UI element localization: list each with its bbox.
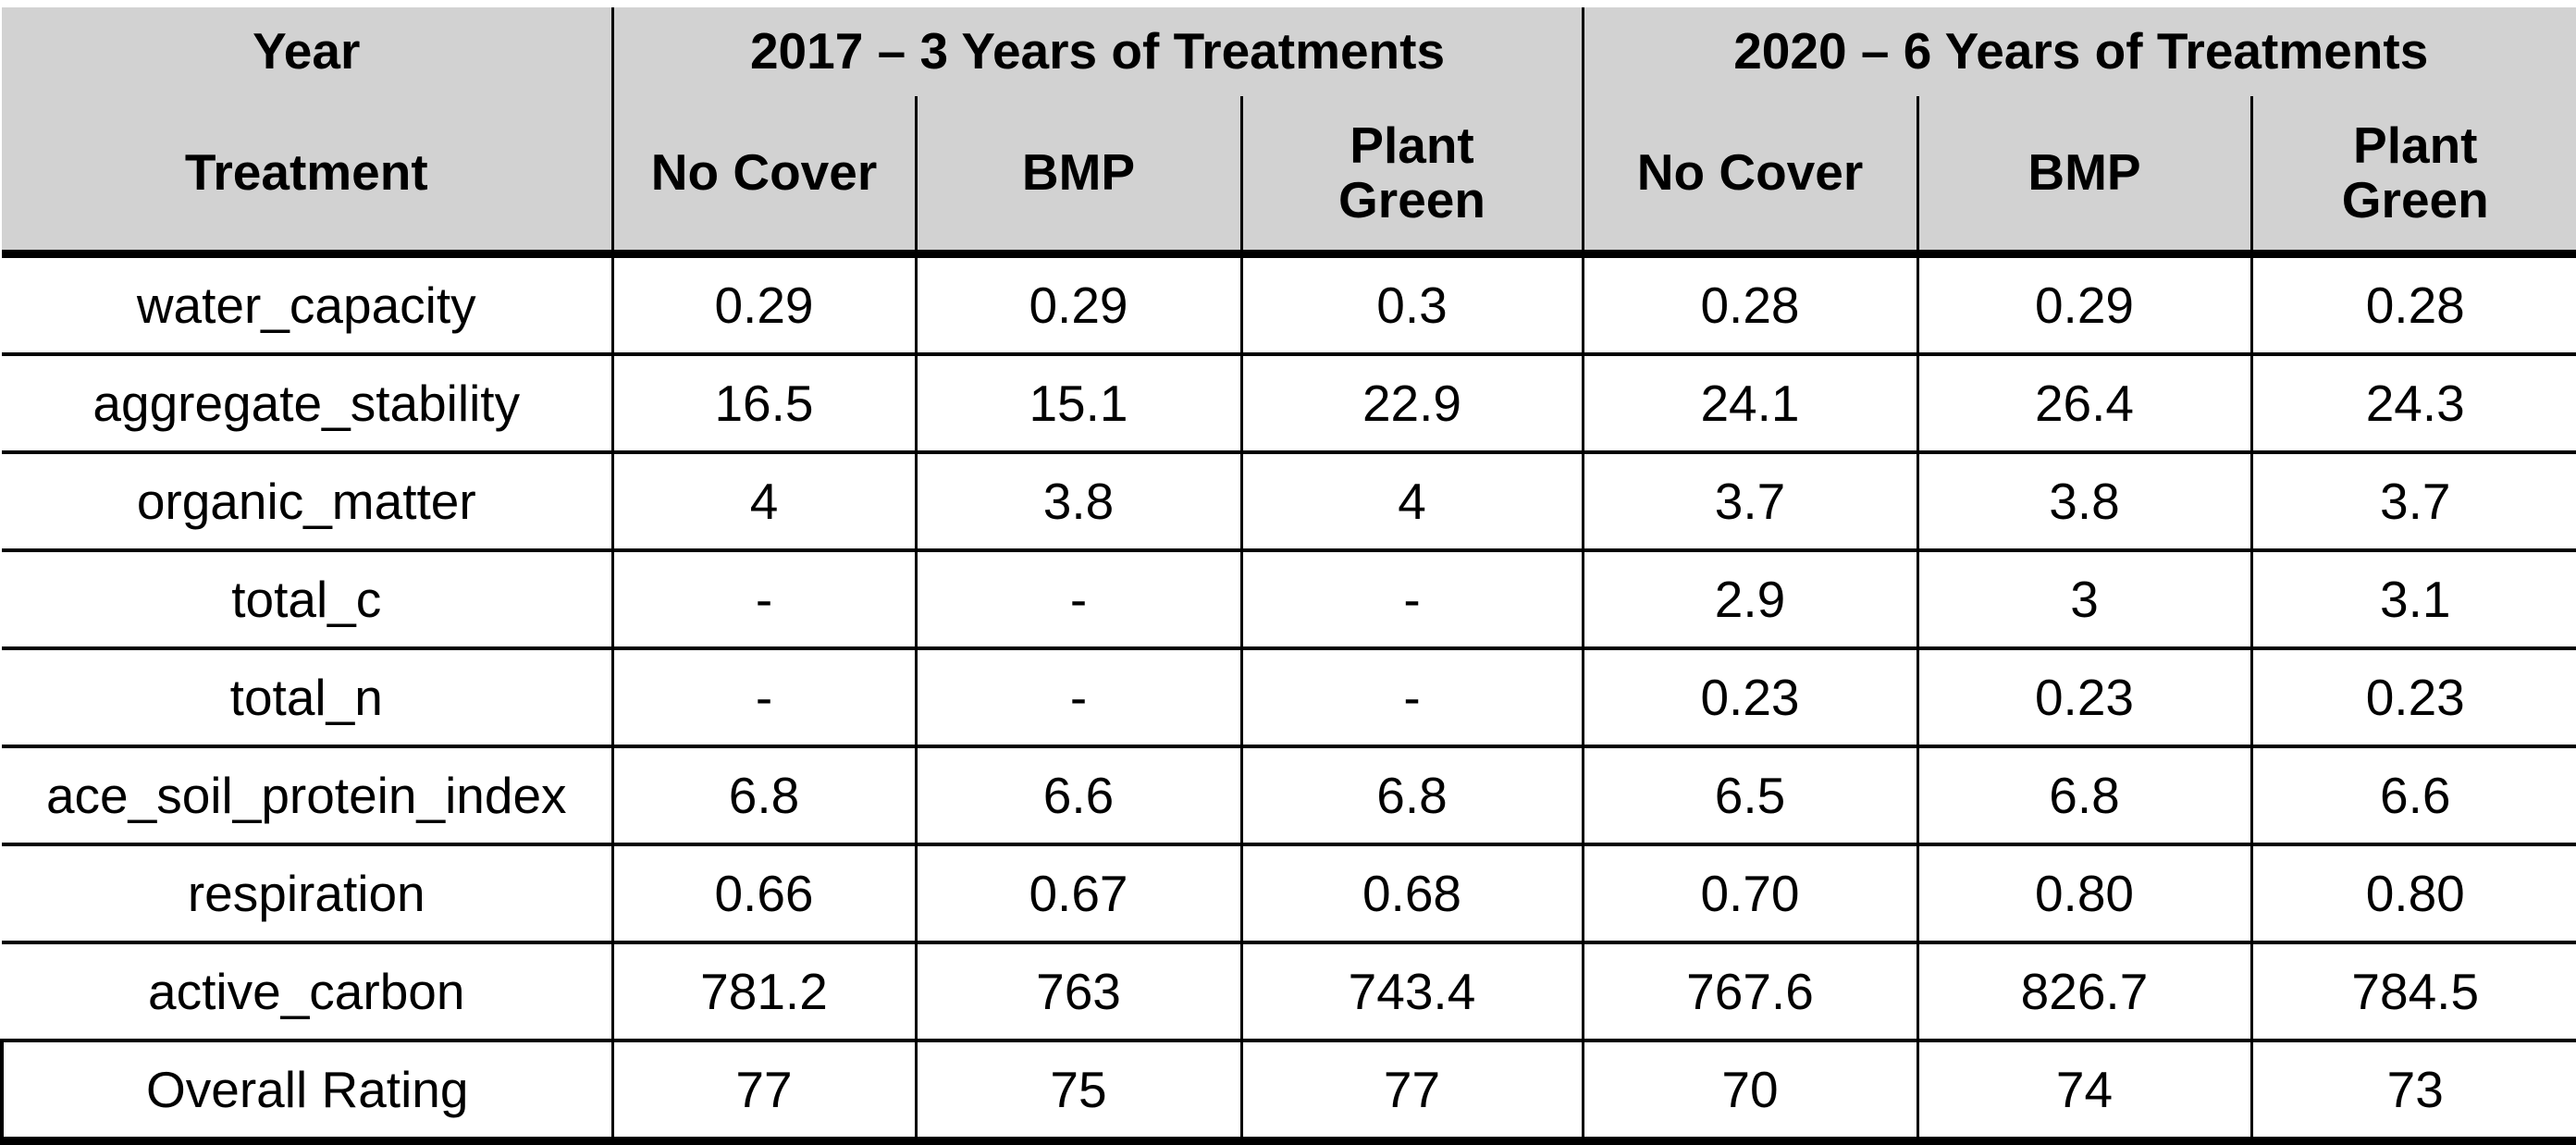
cell-value: 3 bbox=[1916, 548, 2253, 650]
row-label: total_c bbox=[2, 548, 614, 650]
table-row-total-c: total_c - - - 2.9 3 3.1 bbox=[2, 548, 2576, 650]
row-label: active_carbon bbox=[2, 941, 614, 1042]
cell-value: 0.23 bbox=[1581, 646, 1919, 748]
col-header-2020-no-cover: No Cover bbox=[1581, 96, 1919, 258]
cell-value: 0.29 bbox=[914, 252, 1243, 356]
cell-value: 70 bbox=[1581, 1039, 1919, 1145]
cell-value: 77 bbox=[610, 1039, 918, 1145]
cell-value: 0.70 bbox=[1581, 843, 1919, 944]
cell-value: 24.1 bbox=[1581, 352, 1919, 454]
cell-value: 0.28 bbox=[2249, 252, 2576, 356]
table-body: water_capacity 0.29 0.29 0.3 0.28 0.29 0… bbox=[0, 252, 2576, 1145]
row-label: water_capacity bbox=[2, 252, 614, 356]
col-header-label: BMP bbox=[1021, 143, 1136, 202]
cell-value: 743.4 bbox=[1239, 941, 1584, 1042]
table-row-aggregate-stability: aggregate_stability 16.5 15.1 22.9 24.1 … bbox=[2, 352, 2576, 454]
cell-value: 2.9 bbox=[1581, 548, 1919, 650]
table-row-organic-matter: organic_matter 4 3.8 4 3.7 3.8 3.7 bbox=[2, 450, 2576, 552]
cell-value: 22.9 bbox=[1239, 352, 1584, 454]
cell-value: - bbox=[610, 548, 918, 650]
table-row-active-carbon: active_carbon 781.2 763 743.4 767.6 826.… bbox=[2, 941, 2576, 1042]
cell-value: 0.29 bbox=[610, 252, 918, 356]
cell-value: 3.1 bbox=[2249, 548, 2576, 650]
cell-value: 0.28 bbox=[1581, 252, 1919, 356]
cell-value: 74 bbox=[1916, 1039, 2253, 1145]
cell-value: - bbox=[914, 548, 1243, 650]
table-row-water-capacity: water_capacity 0.29 0.29 0.3 0.28 0.29 0… bbox=[2, 252, 2576, 356]
cell-value: 767.6 bbox=[1581, 941, 1919, 1042]
group-2017-header-cell: 2017 – 3 Years of Treatments bbox=[610, 7, 1584, 96]
cell-value: 26.4 bbox=[1916, 352, 2253, 454]
cell-value: - bbox=[610, 646, 918, 748]
col-header-label: No Cover bbox=[650, 143, 878, 202]
col-header-2020-bmp: BMP bbox=[1916, 96, 2253, 258]
cell-value: 6.8 bbox=[1239, 745, 1584, 846]
cell-value: 6.8 bbox=[1916, 745, 2253, 846]
cell-value: 3.7 bbox=[2249, 450, 2576, 552]
cell-value: 3.8 bbox=[1916, 450, 2253, 552]
cell-value: 0.68 bbox=[1239, 843, 1584, 944]
col-header-label: BMP bbox=[2028, 143, 2141, 202]
cell-value: - bbox=[1239, 646, 1584, 748]
table-row-total-n: total_n - - - 0.23 0.23 0.23 bbox=[2, 646, 2576, 748]
row-label: Overall Rating bbox=[0, 1039, 614, 1145]
cell-value: 0.66 bbox=[610, 843, 918, 944]
table-row-overall-rating: Overall Rating 77 75 77 70 74 73 bbox=[0, 1039, 2576, 1145]
cell-value: 0.3 bbox=[1239, 252, 1584, 356]
cell-value: 4 bbox=[1239, 450, 1584, 552]
row-label: ace_soil_protein_index bbox=[2, 745, 614, 846]
col-header-2017-plant-green: Plant Green bbox=[1239, 96, 1584, 258]
group-2020-header-cell: 2020 – 6 Years of Treatments bbox=[1581, 7, 2576, 96]
cell-value: 24.3 bbox=[2249, 352, 2576, 454]
col-header-label: Plant Green bbox=[1338, 116, 1485, 228]
cell-value: 6.6 bbox=[2249, 745, 2576, 846]
cell-value: 826.7 bbox=[1916, 941, 2253, 1042]
table-row-ace-soil-protein-index: ace_soil_protein_index 6.8 6.6 6.8 6.5 6… bbox=[2, 745, 2576, 846]
year-header-cell: Year bbox=[2, 7, 614, 96]
header-row-treatment: Treatment No Cover BMP Plant Green No Co… bbox=[2, 96, 2576, 258]
treatment-header-cell: Treatment bbox=[2, 96, 614, 258]
cell-value: 0.80 bbox=[1916, 843, 2253, 944]
cell-value: 0.67 bbox=[914, 843, 1243, 944]
soil-health-table: Year 2017 – 3 Years of Treatments 2020 –… bbox=[0, 7, 2576, 1145]
cell-value: 0.23 bbox=[2249, 646, 2576, 748]
row-label: aggregate_stability bbox=[2, 352, 614, 454]
cell-value: 763 bbox=[914, 941, 1243, 1042]
cell-value: 0.80 bbox=[2249, 843, 2576, 944]
cell-value: 77 bbox=[1239, 1039, 1584, 1145]
row-label: organic_matter bbox=[2, 450, 614, 552]
cell-value: 6.8 bbox=[610, 745, 918, 846]
cell-value: 0.29 bbox=[1916, 252, 2253, 356]
cell-value: 784.5 bbox=[2249, 941, 2576, 1042]
header-row-year: Year 2017 – 3 Years of Treatments 2020 –… bbox=[2, 7, 2576, 96]
cell-value: 75 bbox=[914, 1039, 1243, 1145]
col-header-2017-bmp: BMP bbox=[914, 96, 1243, 258]
col-header-2017-no-cover: No Cover bbox=[610, 96, 918, 258]
row-label: respiration bbox=[2, 843, 614, 944]
col-header-label: Plant Green bbox=[2341, 116, 2489, 228]
cell-value: 15.1 bbox=[914, 352, 1243, 454]
table-row-respiration: respiration 0.66 0.67 0.68 0.70 0.80 0.8… bbox=[2, 843, 2576, 944]
cell-value: 3.7 bbox=[1581, 450, 1919, 552]
cell-value: - bbox=[914, 646, 1243, 748]
cell-value: 3.8 bbox=[914, 450, 1243, 552]
cell-value: 6.6 bbox=[914, 745, 1243, 846]
cell-value: 0.23 bbox=[1916, 646, 2253, 748]
cell-value: - bbox=[1239, 548, 1584, 650]
cell-value: 73 bbox=[2249, 1039, 2576, 1145]
table-header: Year 2017 – 3 Years of Treatments 2020 –… bbox=[2, 7, 2576, 258]
cell-value: 781.2 bbox=[610, 941, 918, 1042]
row-label: total_n bbox=[2, 646, 614, 748]
col-header-2020-plant-green: Plant Green bbox=[2249, 96, 2576, 258]
cell-value: 16.5 bbox=[610, 352, 918, 454]
col-header-label: No Cover bbox=[1636, 143, 1864, 202]
cell-value: 4 bbox=[610, 450, 918, 552]
cell-value: 6.5 bbox=[1581, 745, 1919, 846]
